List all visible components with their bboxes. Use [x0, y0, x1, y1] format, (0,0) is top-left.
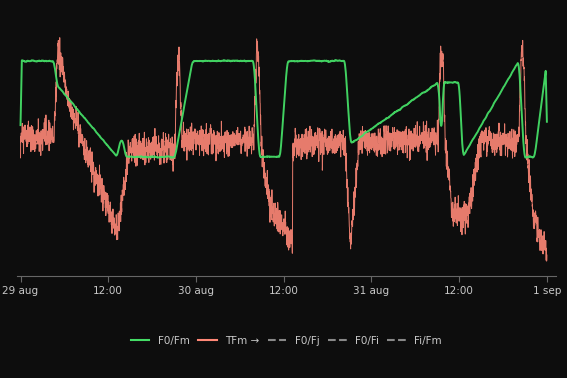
Legend: F0/Fm, TFm →, F0/Fj, F0/Fi, Fi/Fm: F0/Fm, TFm →, F0/Fj, F0/Fi, Fi/Fm: [126, 332, 446, 350]
